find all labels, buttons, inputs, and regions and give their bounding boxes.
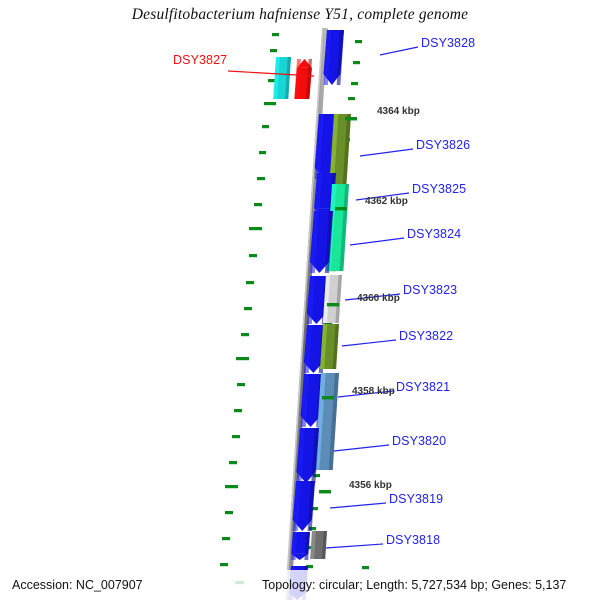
tick-mark <box>257 177 265 181</box>
scale-tick <box>335 207 347 211</box>
scale-tick <box>345 117 357 121</box>
gene-label-dsy3825[interactable]: DSY3825 <box>412 182 467 196</box>
leader-line <box>333 444 390 452</box>
tick-mark <box>309 527 316 531</box>
scale-tick <box>319 490 331 494</box>
tick-mark <box>220 563 228 567</box>
tick-mark <box>362 566 369 570</box>
tick-mark <box>313 474 320 478</box>
tick-mark <box>249 254 257 258</box>
accession-text: Accession: NC_007907 <box>12 578 143 592</box>
scale-tick <box>322 396 334 400</box>
gene-label-dsy3824[interactable]: DSY3824 <box>407 227 462 241</box>
tick-mark <box>306 565 313 569</box>
tick-mark <box>234 409 242 413</box>
tick-mark <box>254 203 262 207</box>
tick-mark <box>268 79 275 83</box>
gene-features[interactable] <box>273 30 351 600</box>
tick-mark <box>244 307 252 311</box>
leader-line <box>379 46 419 56</box>
tick-mark <box>236 357 249 361</box>
leader-line <box>359 148 414 157</box>
genome-summary-text: Topology: circular; Length: 5,727,534 bp… <box>262 578 567 592</box>
tick-mark <box>259 151 266 155</box>
gene-dsy3820-arrow[interactable] <box>296 428 319 483</box>
tick-column-left <box>220 33 279 585</box>
label-leader-lines <box>227 46 419 549</box>
feature-gray-dark[interactable] <box>310 531 327 559</box>
tick-mark <box>222 537 230 541</box>
tick-mark <box>225 511 233 515</box>
leader-line <box>355 192 410 201</box>
tick-mark <box>311 507 318 511</box>
tick-mark <box>237 383 245 387</box>
tick-mark <box>355 40 362 44</box>
page-title: Desulfitobacterium hafniense Y51, comple… <box>131 6 469 23</box>
status-bar: Accession: NC_007907 Topology: circular;… <box>0 570 600 600</box>
scale-label: 4364 kbp <box>377 106 420 117</box>
leader-line <box>344 293 401 301</box>
feature-olive-1[interactable] <box>329 114 351 186</box>
gene-label-dsy3822[interactable]: DSY3822 <box>399 329 454 343</box>
leader-line <box>325 543 384 549</box>
feature-olive-2[interactable] <box>320 324 339 369</box>
tick-mark <box>249 227 262 231</box>
tick-mark <box>225 485 238 489</box>
tick-mark <box>272 33 279 37</box>
leader-line <box>227 70 315 77</box>
gene-label-dsy3827[interactable]: DSY3827 <box>173 53 228 67</box>
gene-dsy3828[interactable] <box>323 30 344 85</box>
tick-mark <box>353 61 360 65</box>
gene-dsy3818-arrow[interactable] <box>291 532 310 560</box>
tick-mark <box>241 333 249 337</box>
tick-mark <box>348 97 355 101</box>
leader-line <box>337 390 394 398</box>
gene-label-dsy3828[interactable]: DSY3828 <box>421 36 476 50</box>
feature-red-left[interactable] <box>294 59 312 99</box>
tick-mark <box>232 435 240 439</box>
scale-label: 4360 kbp <box>357 293 400 304</box>
scale-tick <box>327 303 339 307</box>
gene-label-dsy3821[interactable]: DSY3821 <box>396 380 451 394</box>
gene-label-dsy3820[interactable]: DSY3820 <box>392 434 447 448</box>
gene-dsy3819-arrow[interactable] <box>292 481 315 531</box>
scale-ticks <box>319 117 357 494</box>
scale-label: 4358 kbp <box>352 386 395 397</box>
gene-label-dsy3823[interactable]: DSY3823 <box>403 283 458 297</box>
leader-line <box>341 339 397 347</box>
tick-mark <box>264 102 276 106</box>
gene-dsy3824-arrow[interactable] <box>309 211 333 273</box>
gene-label-dsy3826[interactable]: DSY3826 <box>416 138 471 152</box>
tick-mark <box>351 82 358 86</box>
leader-line <box>349 237 405 246</box>
scale-label: 4356 kbp <box>349 480 392 491</box>
tick-mark <box>270 49 277 53</box>
scale-label: 4362 kbp <box>365 196 408 207</box>
leader-line <box>329 502 387 509</box>
tick-mark <box>262 125 269 129</box>
tick-mark <box>229 461 237 465</box>
tick-mark <box>246 281 254 285</box>
gene-label-dsy3818[interactable]: DSY3818 <box>386 533 441 547</box>
feature-cyan-left[interactable] <box>273 57 291 99</box>
feature-gray-1[interactable] <box>322 275 342 323</box>
gene-label-dsy3819[interactable]: DSY3819 <box>389 492 444 506</box>
